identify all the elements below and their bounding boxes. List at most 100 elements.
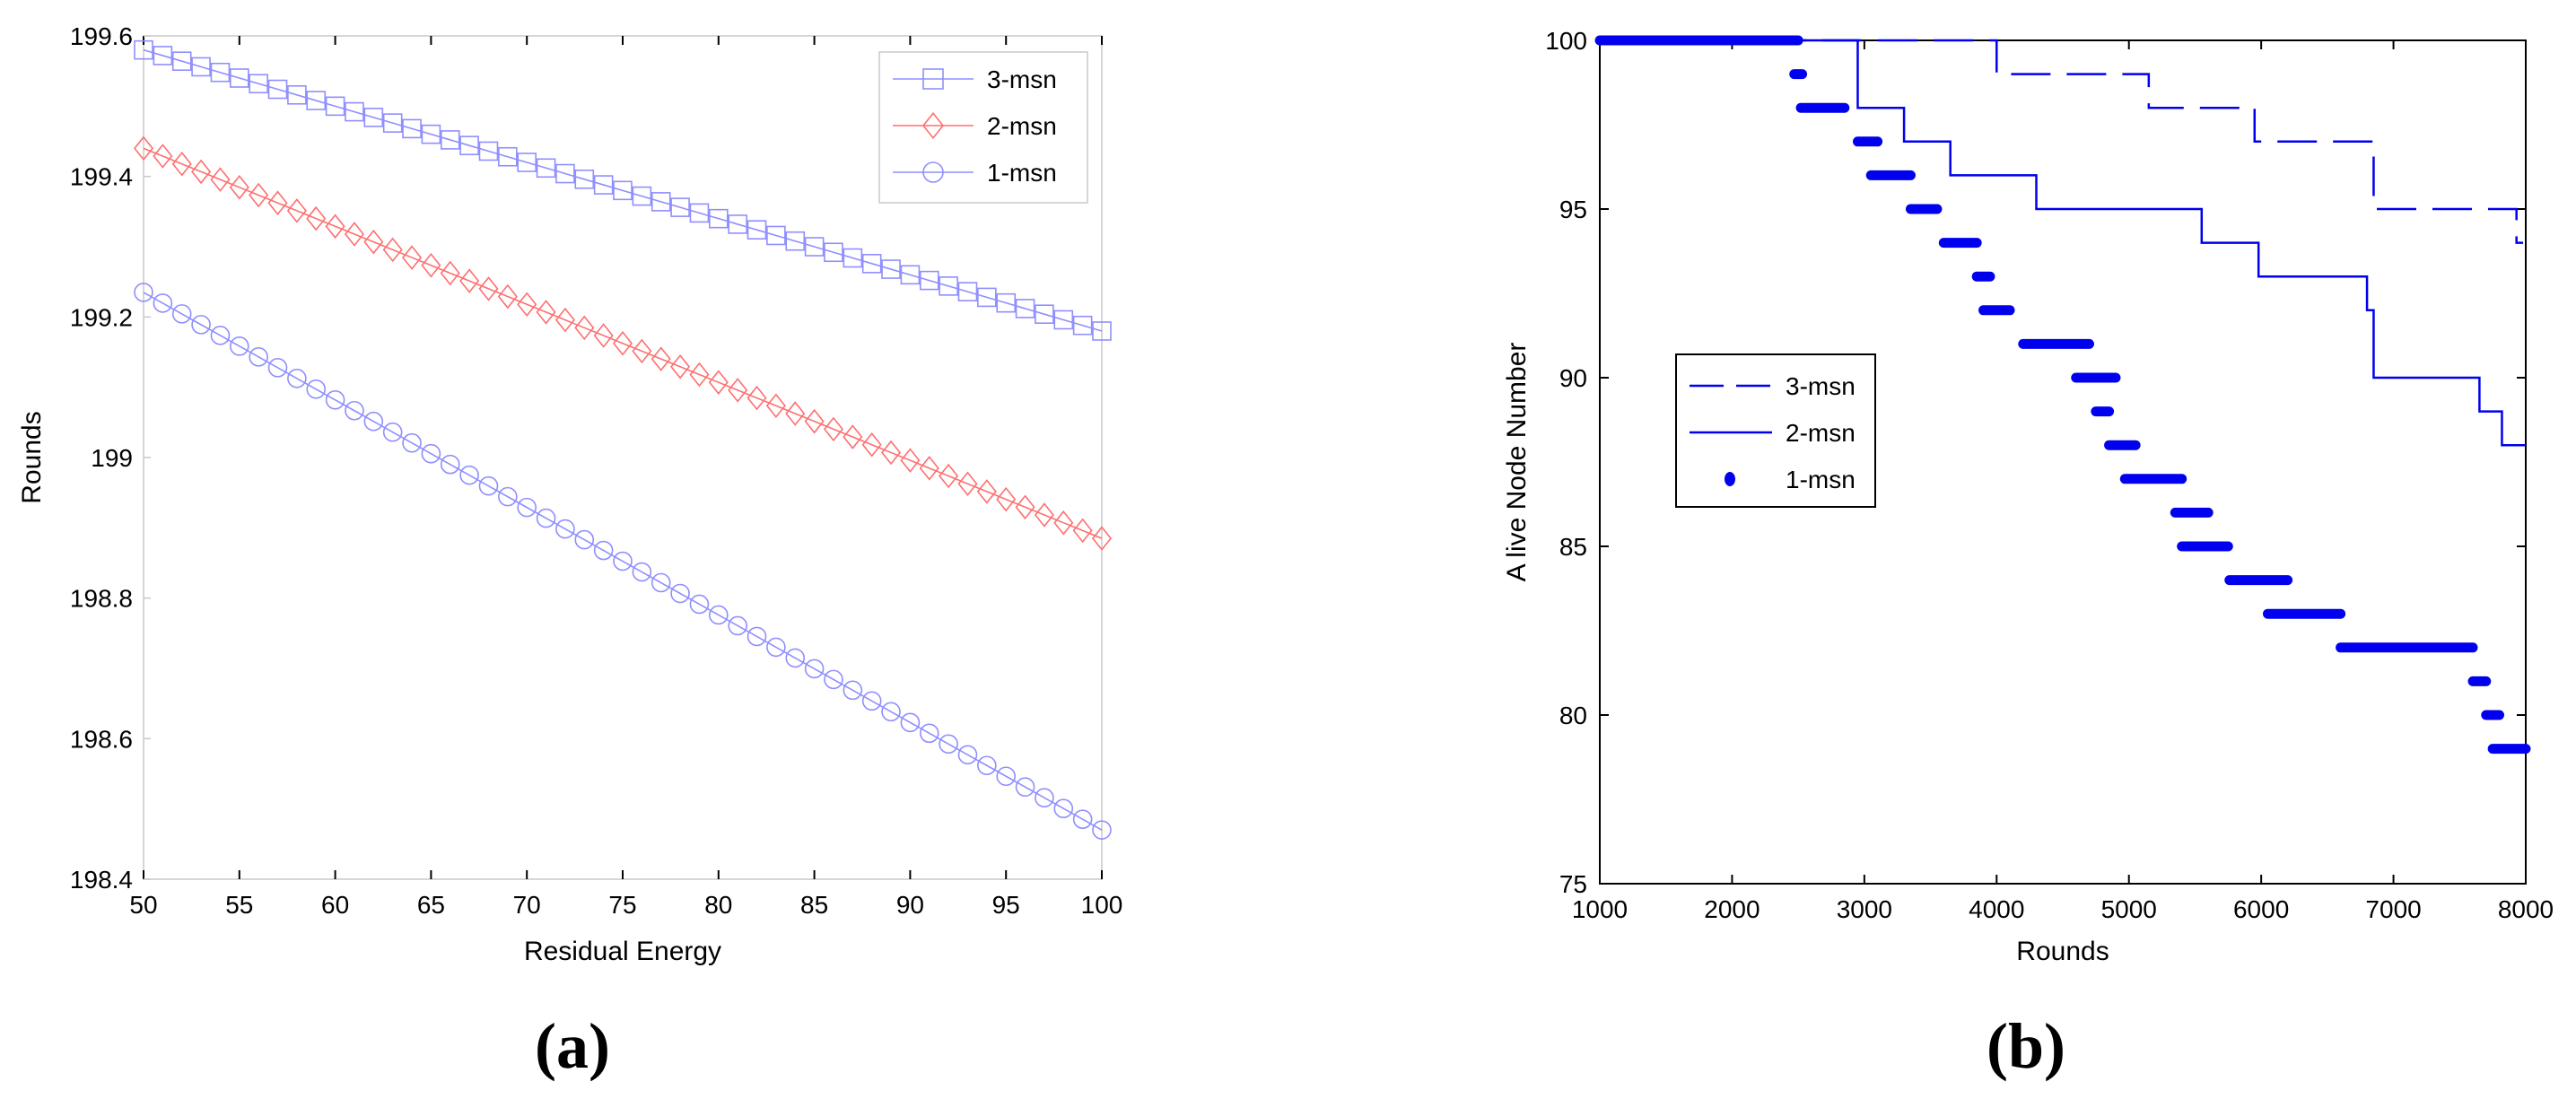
data-point-3-msn — [363, 108, 384, 127]
data-point-2-msn — [171, 151, 192, 177]
data-point-1-msn — [1092, 820, 1112, 840]
x-tick-label-a: 95 — [992, 891, 1020, 919]
data-point-1-msn — [536, 508, 556, 528]
data-point-2-msn — [1034, 502, 1054, 528]
data-point-3-msn — [881, 259, 901, 279]
panel-label-a-letter: a — [556, 1010, 589, 1082]
x-tick-label-a: 70 — [513, 891, 541, 919]
data-point-3-msn — [345, 101, 364, 122]
series-layer-b — [1594, 35, 2531, 754]
data-point-2-msn — [286, 198, 307, 223]
panel-label-b: (b) — [1987, 1010, 2065, 1082]
legend-box-a — [878, 51, 1088, 204]
data-point-3-msn — [651, 192, 671, 212]
data-point-3-msn — [171, 51, 192, 72]
y-tick-label-a: 198.4 — [70, 866, 133, 894]
data-point-1-msn — [996, 766, 1016, 787]
y-tick-label-a: 199 — [91, 444, 133, 472]
data-point-1-msn — [939, 734, 958, 754]
legend-marker-a-3-msn — [922, 68, 944, 90]
svg-text:(a): (a) — [535, 1010, 610, 1082]
legend-label-b-1-msn: 1-msn — [1786, 466, 1856, 493]
data-point-3-msn — [843, 248, 863, 268]
y-axis-label-b: A live Node Number — [1502, 343, 1532, 582]
data-point-2-msn — [363, 229, 384, 255]
panel-label-a: (a) — [535, 1010, 610, 1082]
data-point-3-msn — [747, 220, 767, 240]
data-point-1-msn — [345, 400, 364, 421]
legend-box-b — [1675, 353, 1876, 508]
data-point-3-msn — [1015, 299, 1035, 318]
data-point-1-msn — [325, 389, 345, 410]
data-point-3-msn — [861, 253, 882, 274]
data-point-3-msn — [689, 203, 710, 223]
data-point-2-msn — [843, 424, 863, 449]
data-point-3-msn — [708, 208, 729, 229]
data-point-1-msn — [440, 454, 460, 475]
y-tick-label-b: 90 — [1559, 364, 1587, 392]
data-point-3-msn — [229, 68, 249, 88]
data-point-3-msn — [210, 62, 231, 83]
y-tick-label-b: 85 — [1559, 533, 1587, 561]
axis-ticks-a: 50 55 60 65 70 75 80 85 90 95 100 198.4 198.6 198.8 19… — [70, 22, 1122, 919]
y-tick-label-b: 100 — [1545, 27, 1587, 55]
data-point-2-msn — [804, 408, 825, 434]
data-point-3-msn — [766, 225, 786, 246]
legend-marker-a-2-msn — [921, 111, 945, 140]
data-point-1-msn — [689, 594, 710, 615]
data-point-3-msn — [613, 180, 633, 201]
data-point-1-msn — [843, 680, 863, 701]
x-tick-label-b: 7000 — [2365, 895, 2421, 923]
data-point-3-msn — [632, 186, 652, 206]
series-line-3-msn — [143, 48, 1103, 332]
data-point-1-msn — [210, 326, 231, 345]
data-point-1-msn — [824, 669, 843, 690]
x-tick-label-b: 6000 — [2233, 895, 2289, 923]
data-point-1-msn — [287, 368, 307, 388]
data-point-2-msn — [823, 416, 843, 442]
data-point-2-msn — [325, 214, 345, 240]
x-tick-label-b: 2000 — [1704, 895, 1760, 923]
data-point-3-msn — [134, 39, 153, 60]
data-point-3-msn — [153, 46, 173, 65]
data-point-2-msn — [191, 159, 212, 185]
y-tick-label-a: 199.6 — [70, 22, 133, 50]
data-point-1-msn — [919, 723, 939, 744]
data-point-2-msn — [229, 175, 249, 200]
chart-a: 50 55 60 65 70 75 80 85 90 95 100 198.4 198.6 198.8 19… — [17, 22, 1122, 966]
x-tick-label-b: 4000 — [1969, 895, 2024, 923]
data-point-3-msn — [670, 197, 690, 217]
data-point-3-msn — [306, 91, 327, 110]
data-point-2-msn — [632, 338, 652, 364]
x-tick-label-a: 50 — [129, 891, 157, 919]
data-point-2-msn — [574, 315, 595, 341]
data-point-2-msn — [402, 245, 423, 270]
data-point-1-msn — [459, 465, 479, 485]
data-point-1-msn — [171, 304, 192, 324]
y-axis-label-a: Rounds — [17, 411, 47, 503]
data-point-2-msn — [1053, 510, 1074, 536]
series-line-3-msn — [1600, 39, 2524, 244]
data-point-2-msn — [306, 205, 327, 231]
x-tick-label-a: 90 — [896, 891, 924, 919]
data-point-1-msn — [861, 691, 882, 711]
x-tick-label-b: 3000 — [1837, 895, 1892, 923]
data-point-2-msn — [881, 440, 902, 466]
data-point-1-msn — [593, 540, 614, 561]
legend-marker-a-1-msn — [922, 161, 944, 183]
y-tick-label-b: 80 — [1559, 702, 1587, 729]
data-point-3-msn — [919, 270, 939, 291]
chart-b: 1000 2000 3000 4000 5000 6000 7000 8000 75 80 85 90… — [1502, 27, 2554, 966]
data-point-2-msn — [267, 190, 288, 215]
legend-label-a-3-msn: 3-msn — [987, 65, 1057, 93]
data-point-2-msn — [382, 237, 403, 263]
data-point-1-msn — [574, 529, 595, 550]
x-tick-label-a: 55 — [225, 891, 253, 919]
data-point-1-msn — [382, 422, 403, 442]
data-point-3-msn — [382, 113, 403, 133]
data-point-2-msn — [939, 463, 959, 489]
data-point-3-msn — [478, 141, 499, 161]
data-point-1-msn — [191, 315, 211, 335]
legend-label-b-2-msn: 2-msn — [1786, 419, 1856, 447]
